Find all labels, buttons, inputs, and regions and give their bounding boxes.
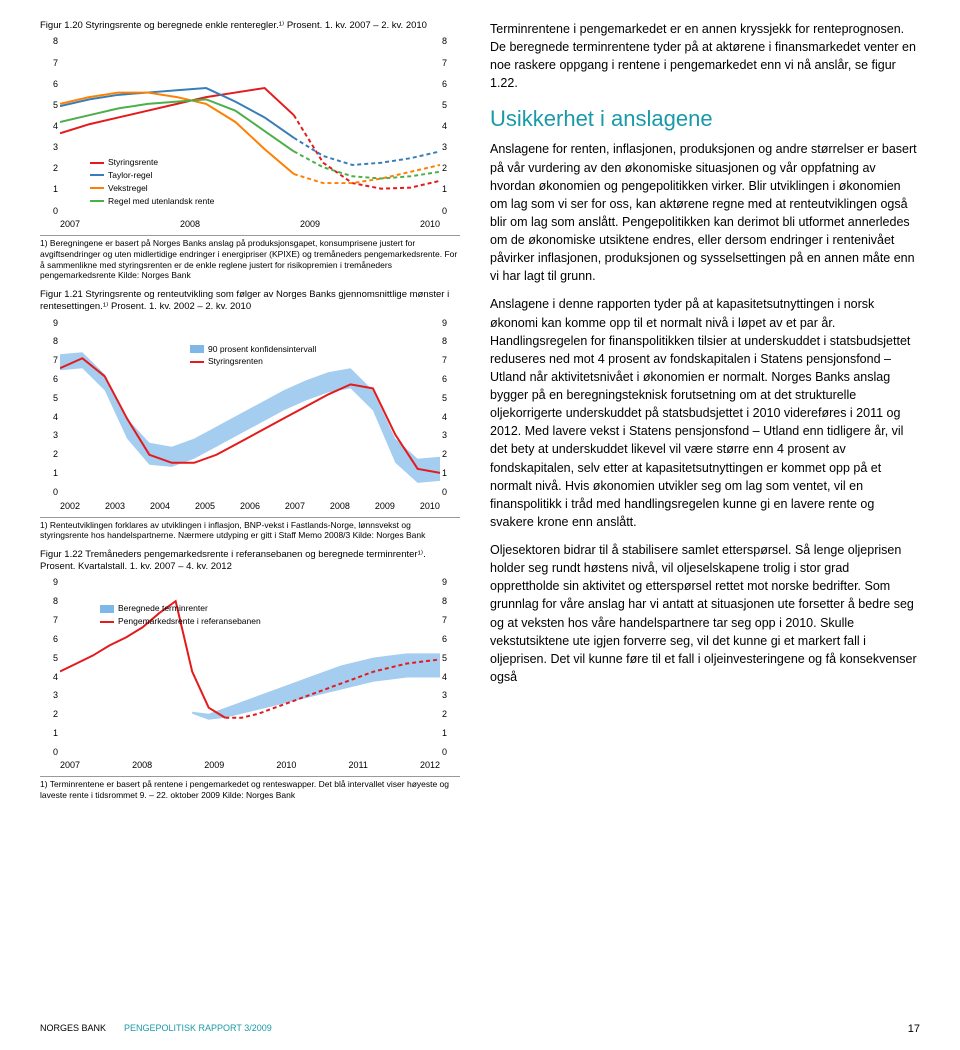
figure-1-22: Figur 1.22 Tremåneders pengemarkedsrente… — [40, 549, 460, 801]
chart3-plot: 9876543210 9876543210 Beregnede terminre… — [40, 577, 460, 777]
body-text: Terminrentene i pengemarkedet er en anne… — [490, 20, 920, 1013]
chart1-title: Figur 1.20 Styringsrente og beregnede en… — [40, 20, 460, 32]
chart2-plot: 9876543210 9876543210 90 prosent konfide… — [40, 318, 460, 518]
paragraph-2: Anslagene for renten, inflasjonen, produ… — [490, 140, 920, 285]
chart2-footnote: 1) Renteutviklingen forklares av utvikli… — [40, 520, 460, 541]
paragraph-4: Oljesektoren bidrar til å stabilisere sa… — [490, 541, 920, 686]
chart3-footnote: 1) Terminrentene er basert på rentene i … — [40, 779, 460, 800]
chart3-title: Figur 1.22 Tremåneders pengemarkedsrente… — [40, 549, 460, 574]
figure-1-21: Figur 1.21 Styringsrente og renteutvikli… — [40, 289, 460, 541]
chart1-plot: 876543210 876543210 StyringsrenteTaylor-… — [40, 36, 460, 236]
paragraph-1: Terminrentene i pengemarkedet er en anne… — [490, 20, 920, 93]
chart1-footnote: 1) Beregningene er basert på Norges Bank… — [40, 238, 460, 281]
chart2-title: Figur 1.21 Styringsrente og renteutvikli… — [40, 289, 460, 314]
paragraph-3: Anslagene i denne rapporten tyder på at … — [490, 295, 920, 531]
footer-report: PENGEPOLITISK RAPPORT 3/2009 — [124, 1023, 272, 1035]
figure-1-20: Figur 1.20 Styringsrente og beregnede en… — [40, 20, 460, 281]
page-footer: NORGES BANK PENGEPOLITISK RAPPORT 3/2009… — [40, 1013, 920, 1035]
footer-brand: NORGES BANK — [40, 1023, 106, 1035]
page-number: 17 — [908, 1023, 920, 1035]
heading-usikkerhet: Usikkerhet i anslagene — [490, 103, 920, 135]
